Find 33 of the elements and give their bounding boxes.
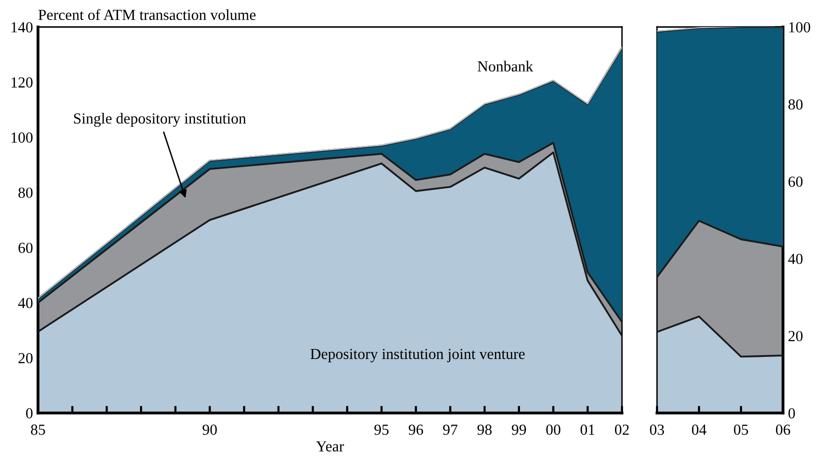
x-tick-label: 95 xyxy=(374,424,389,435)
series-label: Nonbank xyxy=(478,60,534,72)
y-tick-label: 80 xyxy=(18,188,33,198)
x-tick-label: 01 xyxy=(580,424,594,435)
y2-tick-label: 40 xyxy=(788,254,803,264)
x-axis-title: Year xyxy=(316,441,344,452)
y-tick-label: 100 xyxy=(12,132,33,143)
y2-tick-label: 100 xyxy=(789,22,810,32)
x-tick-label: 98 xyxy=(477,424,492,435)
x-tick-label: 97 xyxy=(443,424,458,435)
y2-tick-label: 60 xyxy=(788,176,803,187)
x-tick-label: 03 xyxy=(650,424,664,435)
y2-tick-label: 20 xyxy=(788,330,803,342)
x-tick-label: 06 xyxy=(776,424,790,435)
y-tick-label: 140 xyxy=(12,22,33,32)
y2-tick-label: 80 xyxy=(788,99,803,110)
y-tick-label: 60 xyxy=(18,242,33,254)
y-axis-title: Percent of ATM transaction volume xyxy=(38,9,256,20)
y-tick-label: 120 xyxy=(12,77,33,88)
x-tick-label: 96 xyxy=(408,424,424,435)
x-tick-label: 04 xyxy=(692,424,706,435)
x-tick-label: 99 xyxy=(512,424,526,435)
y-tick-label: 0 xyxy=(26,408,33,418)
x-tick-label: 02 xyxy=(614,424,629,435)
x-tick-label: 85 xyxy=(30,424,46,435)
x-tick-label: 00 xyxy=(546,424,560,435)
text: Single depository institution xyxy=(74,112,246,127)
y-tick-label: 20 xyxy=(18,353,33,364)
y-tick-label: 40 xyxy=(18,298,33,308)
x-tick-label: 05 xyxy=(734,424,748,435)
series-label: Depository institution joint venture xyxy=(310,348,525,362)
y2-tick-label: 0 xyxy=(788,408,795,418)
x-tick-label: 90 xyxy=(202,424,217,435)
